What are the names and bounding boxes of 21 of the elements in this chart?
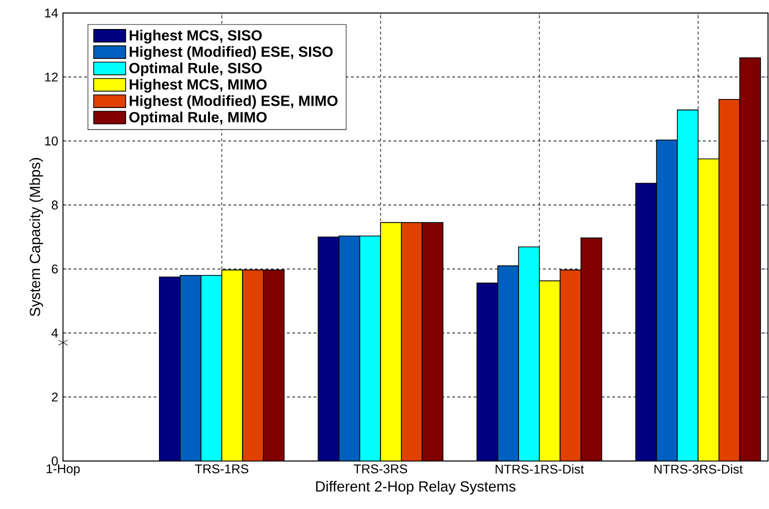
legend-label: Highest MCS, MIMO xyxy=(130,78,267,93)
legend-label: Optimal Rule, MIMO xyxy=(129,112,267,126)
legend-label: Optimal Rule, SISO xyxy=(129,62,262,76)
x-tick-label: TRS-1RS xyxy=(194,464,248,474)
y-tick-label: 2 xyxy=(52,392,58,402)
y-tick-label: 10 xyxy=(45,136,58,146)
x-tick-label: NTRS-3RS-Dist xyxy=(654,464,743,474)
x-axis-title: Different 2-Hop Relay Systems xyxy=(316,480,516,495)
legend-label: Highest (Modified) ESE, MIMO xyxy=(130,95,338,109)
y-tick-label: 6 xyxy=(52,264,58,274)
y-tick-label: 8 xyxy=(52,200,58,210)
x-tick-label: 1-Hop xyxy=(46,464,80,476)
y-tick-label: 14 xyxy=(45,8,58,18)
x-tick-label: NTRS-1RS-Dist xyxy=(496,464,584,474)
legend-label: Highest (Modified) ESE, SISO xyxy=(130,46,333,60)
y-tick-label: 12 xyxy=(45,72,58,82)
legend-label: Highest MCS, SISO xyxy=(130,30,262,44)
x-tick-label: TRS-3RS xyxy=(354,464,408,474)
y-tick-label: 4 xyxy=(52,328,58,338)
y-tick-label: 0 xyxy=(52,456,58,466)
y-axis-title: System Capacity (Mbps) xyxy=(29,158,44,316)
